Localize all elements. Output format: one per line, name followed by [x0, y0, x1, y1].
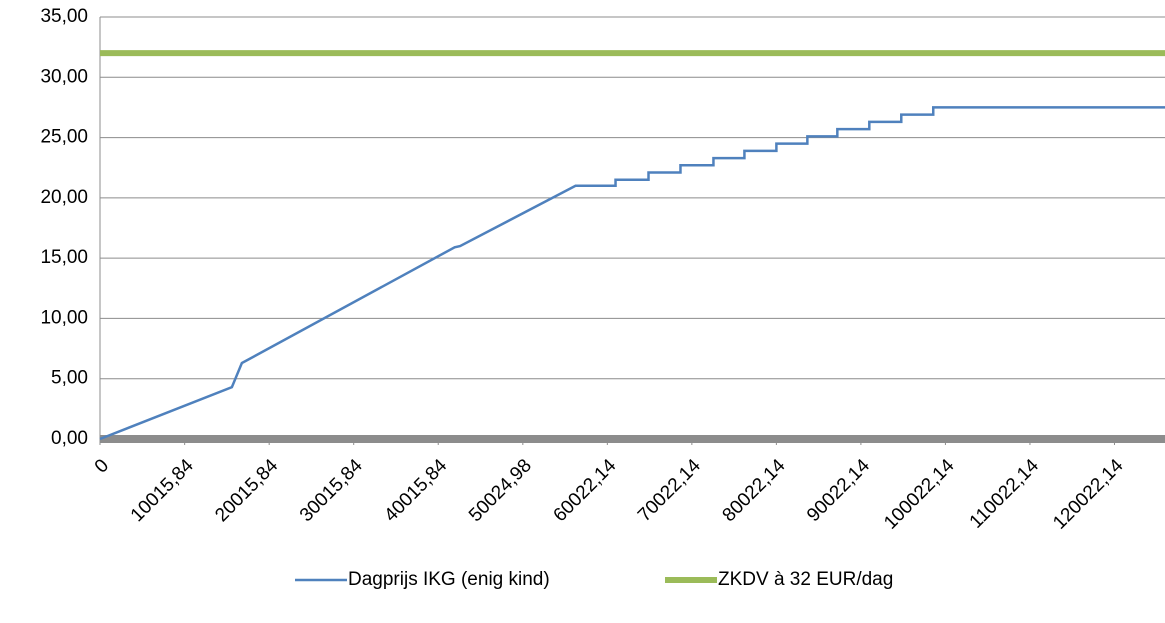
x-tick-label: 90022,14 [803, 455, 874, 526]
y-tick-label: 5,00 [51, 368, 88, 389]
x-tick-label: 110022,14 [966, 455, 1044, 533]
series-line [99, 106, 1165, 441]
x-tick-label: 10015,84 [127, 455, 198, 526]
y-tick-label: 35,00 [40, 6, 88, 27]
x-tick-label: 80022,14 [719, 455, 790, 526]
y-tick-label: 30,00 [40, 66, 88, 87]
x-tick-label: 40015,84 [380, 455, 451, 526]
y-tick-label: 10,00 [40, 307, 88, 328]
y-tick-label: 0,00 [51, 428, 88, 449]
y-tick-label: 20,00 [40, 187, 88, 208]
legend-label: Dagprijs IKG (enig kind) [348, 569, 550, 590]
y-tick-label: 15,00 [40, 247, 88, 268]
x-tick-label: 50024,98 [465, 455, 536, 526]
x-tick-label: 120022,14 [1049, 455, 1128, 534]
x-tick-label: 70022,14 [634, 455, 705, 526]
legend-label: ZKDV à 32 EUR/dag [718, 569, 893, 590]
x-tick-label: 100022,14 [880, 455, 959, 534]
x-tick-label: 30015,84 [296, 455, 367, 526]
x-tick-label: 20015,84 [211, 455, 282, 526]
x-tick-label: 60022,14 [550, 455, 621, 526]
y-tick-label: 25,00 [40, 127, 88, 148]
x-tick-label: 0 [91, 455, 113, 477]
